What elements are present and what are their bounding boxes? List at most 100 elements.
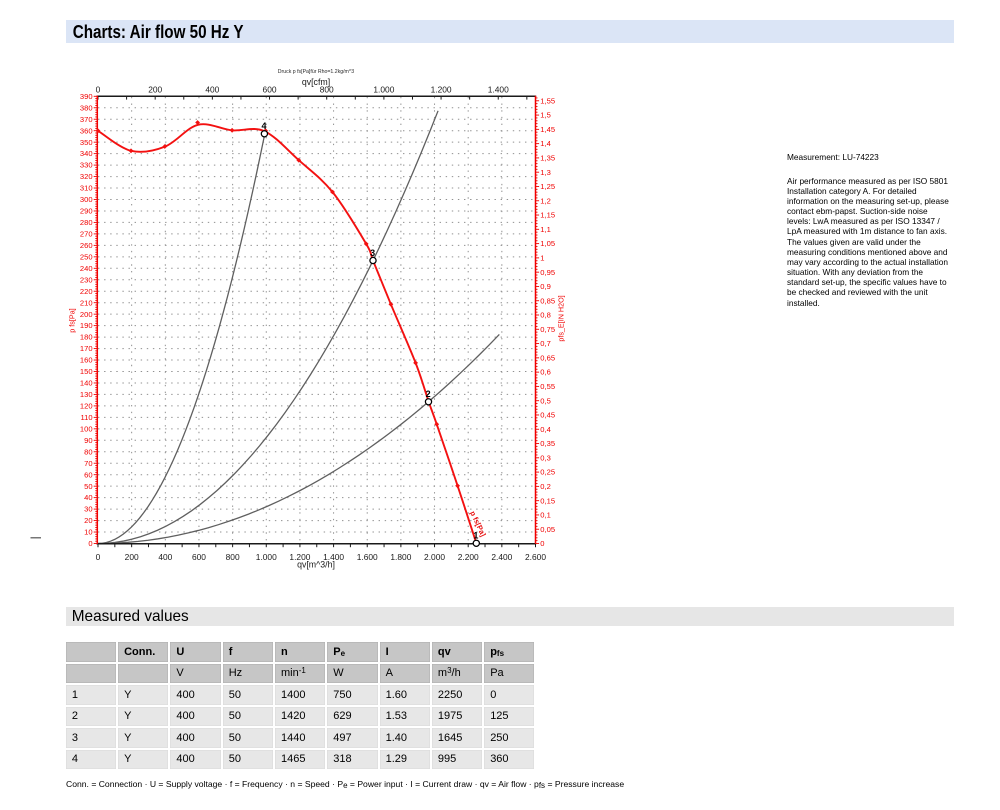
svg-text:280: 280 <box>80 218 93 227</box>
svg-text:0,75: 0,75 <box>540 325 555 334</box>
svg-text:800: 800 <box>320 85 334 95</box>
svg-text:340: 340 <box>80 149 93 158</box>
svg-text:0,65: 0,65 <box>540 353 555 362</box>
svg-text:pfs_E[IN H2O]: pfs_E[IN H2O] <box>557 295 566 341</box>
svg-text:200: 200 <box>80 310 93 319</box>
svg-text:0,2: 0,2 <box>540 482 551 491</box>
svg-text:30: 30 <box>84 505 92 514</box>
svg-text:240: 240 <box>80 264 93 273</box>
svg-text:1.400: 1.400 <box>488 85 509 95</box>
svg-text:2.400: 2.400 <box>491 552 512 562</box>
svg-text:0: 0 <box>88 539 92 548</box>
svg-text:Druck p fs[Pa]für Rho=1.2kg/m^: Druck p fs[Pa]für Rho=1.2kg/m^3 <box>278 69 355 75</box>
svg-text:0,05: 0,05 <box>540 525 555 534</box>
svg-text:0: 0 <box>96 552 101 562</box>
svg-text:400: 400 <box>158 552 172 562</box>
svg-text:320: 320 <box>80 172 93 181</box>
svg-text:40: 40 <box>84 493 92 502</box>
svg-text:0,35: 0,35 <box>540 439 555 448</box>
svg-text:2: 2 <box>426 389 431 399</box>
svg-text:150: 150 <box>80 367 93 376</box>
svg-text:80: 80 <box>84 447 92 456</box>
svg-text:330: 330 <box>80 161 93 170</box>
svg-text:1.800: 1.800 <box>390 552 411 562</box>
svg-text:0,6: 0,6 <box>540 368 551 377</box>
svg-text:1.000: 1.000 <box>373 85 394 95</box>
svg-text:270: 270 <box>80 230 93 239</box>
svg-text:0,55: 0,55 <box>540 382 555 391</box>
svg-text:0,5: 0,5 <box>540 396 551 405</box>
svg-text:0,4: 0,4 <box>540 425 551 434</box>
svg-text:4: 4 <box>261 121 266 131</box>
svg-text:0,45: 0,45 <box>540 411 555 420</box>
svg-text:60: 60 <box>84 470 92 479</box>
svg-text:100: 100 <box>80 424 93 433</box>
svg-text:20: 20 <box>84 516 92 525</box>
svg-text:310: 310 <box>80 184 93 193</box>
svg-text:160: 160 <box>80 356 93 365</box>
svg-text:1,35: 1,35 <box>540 154 555 163</box>
svg-text:0,15: 0,15 <box>540 496 555 505</box>
svg-text:600: 600 <box>192 552 206 562</box>
svg-text:1.200: 1.200 <box>289 552 310 562</box>
svg-text:1,45: 1,45 <box>540 125 555 134</box>
svg-text:10: 10 <box>84 528 92 537</box>
svg-text:3: 3 <box>370 248 375 258</box>
svg-text:1.200: 1.200 <box>431 85 452 95</box>
svg-text:110: 110 <box>80 413 92 422</box>
svg-text:0: 0 <box>540 539 544 548</box>
svg-text:1,1: 1,1 <box>540 225 551 234</box>
svg-text:210: 210 <box>80 298 93 307</box>
svg-text:1,25: 1,25 <box>540 182 555 191</box>
svg-text:p fs[Pa]: p fs[Pa] <box>68 308 77 332</box>
svg-text:350: 350 <box>80 138 93 147</box>
svg-text:1,15: 1,15 <box>540 211 555 220</box>
svg-text:90: 90 <box>84 436 92 445</box>
svg-text:1: 1 <box>540 253 544 262</box>
svg-text:130: 130 <box>80 390 93 399</box>
svg-text:0,95: 0,95 <box>540 268 555 277</box>
svg-text:360: 360 <box>80 126 93 135</box>
svg-text:1,55: 1,55 <box>540 96 555 105</box>
svg-text:290: 290 <box>80 207 93 216</box>
svg-text:2.600: 2.600 <box>525 552 546 562</box>
svg-text:1,4: 1,4 <box>540 139 551 148</box>
svg-text:0,25: 0,25 <box>540 468 555 477</box>
svg-text:180: 180 <box>80 333 93 342</box>
svg-text:220: 220 <box>80 287 93 296</box>
svg-text:0: 0 <box>96 85 101 95</box>
svg-text:600: 600 <box>263 85 277 95</box>
svg-text:50: 50 <box>84 482 92 491</box>
svg-text:1: 1 <box>473 531 478 541</box>
svg-text:200: 200 <box>125 552 139 562</box>
svg-text:0,3: 0,3 <box>540 453 551 462</box>
svg-text:300: 300 <box>80 195 93 204</box>
svg-text:1,3: 1,3 <box>540 168 551 177</box>
svg-text:1.600: 1.600 <box>357 552 378 562</box>
svg-text:1.000: 1.000 <box>256 552 277 562</box>
svg-text:390: 390 <box>80 92 93 101</box>
svg-text:2.000: 2.000 <box>424 552 445 562</box>
svg-text:0,9: 0,9 <box>540 282 551 291</box>
svg-text:0,7: 0,7 <box>540 339 551 348</box>
svg-text:200: 200 <box>148 85 162 95</box>
svg-text:1,05: 1,05 <box>540 239 555 248</box>
svg-text:230: 230 <box>80 275 93 284</box>
svg-text:qv[cfm]: qv[cfm] <box>302 77 330 87</box>
svg-text:170: 170 <box>80 344 93 353</box>
svg-text:120: 120 <box>80 402 93 411</box>
svg-text:1,2: 1,2 <box>540 196 551 205</box>
svg-text:0,85: 0,85 <box>540 296 555 305</box>
svg-text:2.200: 2.200 <box>458 552 479 562</box>
svg-text:70: 70 <box>84 459 92 468</box>
svg-text:140: 140 <box>80 379 93 388</box>
svg-text:800: 800 <box>226 552 240 562</box>
svg-text:1,5: 1,5 <box>540 111 551 120</box>
svg-text:250: 250 <box>80 252 93 261</box>
svg-text:380: 380 <box>80 103 93 112</box>
svg-text:400: 400 <box>205 85 219 95</box>
svg-text:370: 370 <box>80 115 93 124</box>
svg-text:0,1: 0,1 <box>540 511 551 520</box>
svg-text:0,8: 0,8 <box>540 311 551 320</box>
svg-text:1.400: 1.400 <box>323 552 344 562</box>
